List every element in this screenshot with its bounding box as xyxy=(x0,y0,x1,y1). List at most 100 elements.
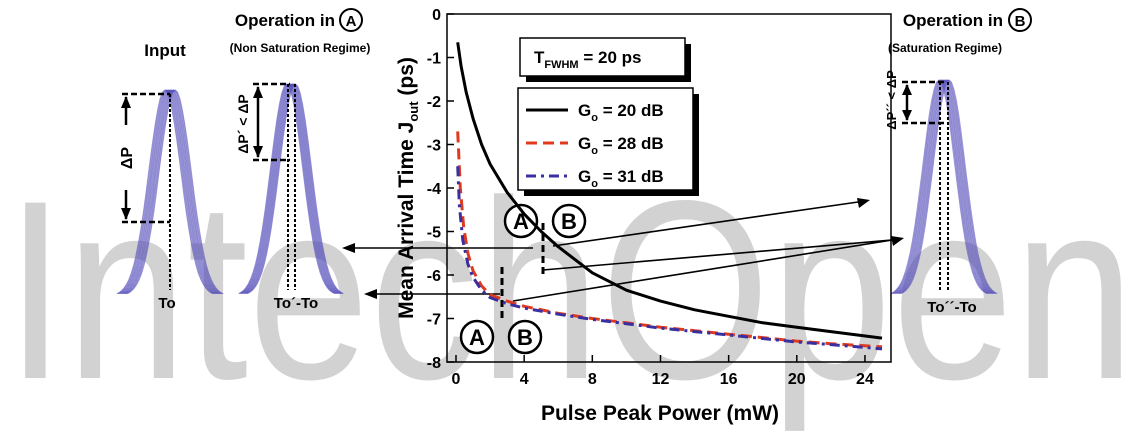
pulse-curve xyxy=(122,89,219,295)
op-b-title-badge-circle xyxy=(1008,8,1032,32)
x-tick-label: 12 xyxy=(652,371,670,388)
x-tick-label: 20 xyxy=(788,371,806,388)
op-a-title-badge-letter: A xyxy=(346,13,357,30)
op-b-delta-arrow-down-icon xyxy=(902,110,912,121)
marker-a-upper: A xyxy=(503,203,539,239)
op-a-delta-bracket xyxy=(253,82,290,162)
legend-label-sub: o xyxy=(591,178,598,190)
series-layer xyxy=(456,42,883,351)
arrow-head-right-upper-icon xyxy=(857,198,870,208)
annotation-main: T xyxy=(534,48,545,67)
op-a-delta-arrow-up-icon xyxy=(253,86,263,98)
y-axis-label-unit: (ps) xyxy=(395,57,418,101)
legend-label-rest: = 31 dB xyxy=(598,167,664,186)
marker-a-lower-circle xyxy=(459,319,495,355)
y-tick-label: 0 xyxy=(432,7,441,24)
arrow-b-lower-to-op-b xyxy=(512,239,893,302)
legend-label-rest: = 20 dB xyxy=(598,101,664,120)
arrow-head-left-lower-icon xyxy=(364,289,377,299)
arrow-head-left-upper-icon xyxy=(342,243,355,253)
arrow-b-upper-to-op-b xyxy=(552,201,859,247)
pulse-curve xyxy=(895,79,992,294)
y-tick-label: -7 xyxy=(427,312,441,329)
input-delta-arrow-down-icon xyxy=(121,208,131,220)
input-panel-title: Input xyxy=(144,41,186,60)
op-a-title-text: Operation in xyxy=(235,11,335,30)
op-a-to-label: To´-To xyxy=(274,295,318,312)
legend-label-0: Go = 20 dB xyxy=(578,101,664,124)
y-tick-label: -8 xyxy=(427,355,441,372)
annotation-arrows xyxy=(352,201,893,302)
pulse-curve xyxy=(126,89,223,295)
annotation-sub: FWHM xyxy=(544,59,578,71)
pulse-curve xyxy=(122,89,220,295)
pulse-curve xyxy=(893,79,990,294)
y-axis-label-main: Mean Arrival Time J xyxy=(395,122,418,319)
input-to-label: To xyxy=(158,295,175,312)
legend-label-main: G xyxy=(578,167,591,186)
legend-label-main: G xyxy=(578,134,591,153)
pulse-curve xyxy=(894,79,991,294)
pulse-curve xyxy=(118,89,216,295)
x-tick-label: 24 xyxy=(856,371,874,388)
op-a-title: Operation in A xyxy=(235,8,363,32)
op-b-title: Operation in B xyxy=(903,8,1032,32)
pulse-curve xyxy=(901,79,998,294)
y-tick-label: -5 xyxy=(427,225,441,242)
y-axis-ticks: 0 -1 -2 -3 -4 -5 -6 -7 -8 xyxy=(427,7,454,372)
op-b-to-label: To´´-To xyxy=(927,299,976,316)
marker-a-upper-circle xyxy=(503,203,539,239)
op-a-delta-label: ΔP´ < ΔP xyxy=(235,94,251,153)
op-b-subtitle: (Saturation Regime) xyxy=(888,41,1002,55)
legend-label-1: Go = 28 dB xyxy=(578,134,664,157)
x-tick-label: 4 xyxy=(520,371,529,388)
pulse-curve xyxy=(124,89,221,295)
arrow-a-lower-to-op-b xyxy=(542,239,893,271)
x-tick-label: 16 xyxy=(720,371,738,388)
y-axis-label: Mean Arrival Time Jout (ps) xyxy=(395,57,421,319)
legend-label-rest: = 28 dB xyxy=(598,134,664,153)
y-tick-label: -1 xyxy=(427,51,441,68)
pulse-curve xyxy=(120,89,218,295)
op-a-delta-arrow-down-icon xyxy=(253,146,263,158)
op-b-title-badge-letter: B xyxy=(1015,13,1026,30)
marker-b-upper-letter: B xyxy=(561,209,577,234)
marker-b-upper-circle xyxy=(551,203,587,239)
marker-a-lower-letter: A xyxy=(469,325,485,350)
pulse-curve xyxy=(125,89,223,295)
marker-a-lower: A xyxy=(459,319,495,355)
input-pulse-shape xyxy=(116,89,224,295)
op-b-pulse-shape xyxy=(890,79,998,294)
pulse-curve xyxy=(900,79,997,294)
op-b-delta-arrow-up-icon xyxy=(902,84,912,95)
y-tick-label: -6 xyxy=(427,268,441,285)
series-line-0 xyxy=(456,42,883,340)
legend-label-sub: o xyxy=(591,112,598,124)
main-chart: 0 -1 -2 -3 -4 -5 -6 -7 -8 0 4 8 12 16 20 24 A B A xyxy=(342,7,904,425)
y-axis-label-sub: out xyxy=(406,101,421,122)
y-tick-label: -4 xyxy=(427,181,441,198)
legend-label-2: Go = 31 dB xyxy=(578,167,664,190)
pulse-curve xyxy=(117,89,214,295)
x-tick-label: 0 xyxy=(452,371,461,388)
x-axis-ticks: 0 4 8 12 16 20 24 xyxy=(452,355,874,388)
marker-a-upper-letter: A xyxy=(513,209,529,234)
pulse-curve xyxy=(896,79,994,294)
marker-b-lower: B xyxy=(507,319,543,355)
marker-b-lower-letter: B xyxy=(517,325,533,350)
x-axis-label: Pulse Peak Power (mW) xyxy=(541,402,779,425)
pulse-curve xyxy=(127,89,224,295)
series-line-2 xyxy=(456,166,883,351)
marker-b-upper: B xyxy=(551,203,587,239)
pulse-curve xyxy=(119,89,216,295)
legend-label-main: G xyxy=(578,101,591,120)
op-b-title-text: Operation in xyxy=(903,11,1003,30)
arrow-head-right-lower-icon xyxy=(891,236,904,246)
annotation-box: TFWHM = 20 ps xyxy=(519,37,691,82)
input-delta-arrow-up-icon xyxy=(121,96,131,108)
annotation-box-frame xyxy=(519,37,686,77)
pulse-curve xyxy=(898,79,996,294)
